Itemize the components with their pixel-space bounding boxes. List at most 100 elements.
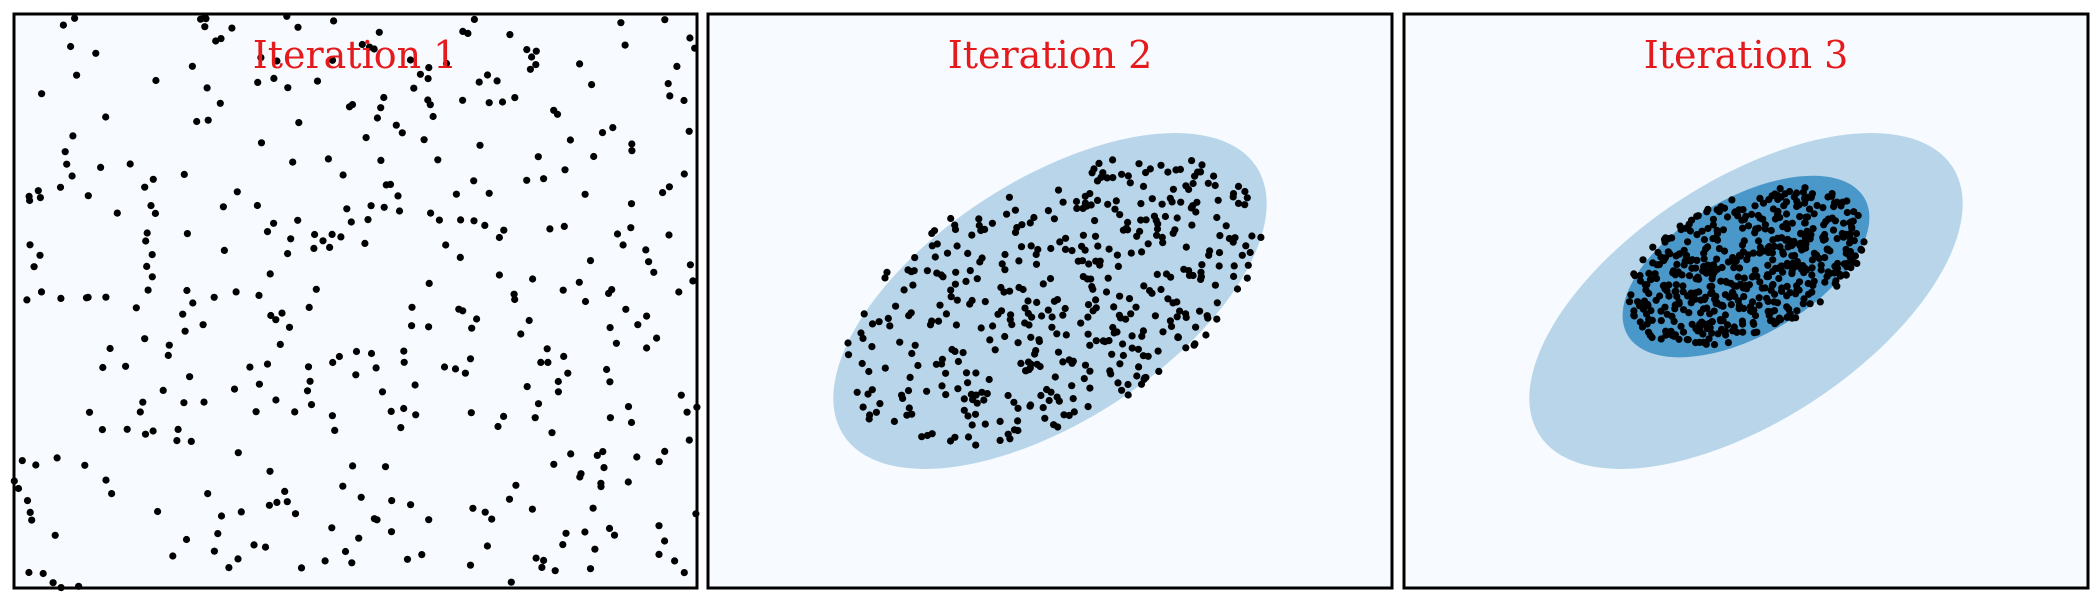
panel-2-point	[1204, 314, 1212, 322]
panel-1-point	[174, 425, 182, 433]
panel-2-point	[865, 367, 873, 376]
panel-3-point	[1793, 282, 1801, 290]
panel-3-point	[1783, 303, 1791, 311]
panel-1-point	[461, 369, 469, 377]
panel-3-point	[1657, 335, 1665, 343]
panel-1-point	[532, 47, 540, 55]
panel-3-point	[1761, 221, 1769, 229]
panel-1-point	[613, 230, 622, 238]
panel-3-point	[1648, 333, 1656, 342]
panel-2-point	[1006, 435, 1014, 443]
panel-1-point	[37, 288, 46, 296]
panel-2-point	[991, 346, 999, 354]
panel-1-point	[311, 230, 319, 239]
panel-3-point	[1691, 295, 1699, 303]
panel-2-point	[1150, 212, 1158, 220]
panel-2-title: Iteration 2	[948, 33, 1153, 77]
panel-3-point	[1806, 235, 1814, 243]
panel-3-point	[1788, 219, 1796, 227]
panel-2-point	[1086, 384, 1094, 392]
panel-1-point	[525, 316, 533, 325]
panel-1-point	[263, 360, 272, 368]
panel-1-point	[561, 166, 569, 174]
panel-1-point	[420, 136, 428, 144]
panel-2-point	[1079, 231, 1087, 239]
panel-3-point	[1774, 195, 1782, 203]
panel-1-point	[475, 78, 483, 86]
panel-2-point	[1248, 232, 1256, 240]
panel-2-point	[875, 318, 883, 326]
panel-1-point	[408, 322, 416, 330]
panel-1-point	[98, 426, 106, 434]
panel-1-point	[605, 524, 614, 533]
panel-2-point	[1187, 204, 1195, 212]
panel-2-point	[1103, 174, 1111, 182]
panel-2-point	[1185, 185, 1193, 193]
panel-1-point	[483, 542, 491, 550]
panel-3-point	[1769, 317, 1777, 325]
panel-1-point	[659, 189, 667, 197]
panel-3-point	[1770, 242, 1778, 251]
panel-1-point	[425, 323, 433, 331]
panel-2-point	[1015, 257, 1023, 265]
panel-2-point	[983, 390, 991, 398]
panel-1-point	[562, 529, 570, 537]
panel-2-point	[1022, 367, 1030, 375]
panel-3-point	[1770, 298, 1778, 306]
panel-1-point	[427, 209, 435, 217]
panel-3-point	[1843, 208, 1851, 217]
panel-2-point	[1095, 159, 1103, 167]
panel-1-point	[263, 228, 272, 236]
panel-1-point	[599, 448, 607, 456]
panel-1-point	[294, 216, 302, 224]
panel-2-point	[1117, 314, 1125, 322]
panel-2-point	[1167, 322, 1176, 330]
panel-1-point	[589, 504, 597, 512]
panel-1-point	[600, 464, 608, 472]
panel-3-point	[1763, 294, 1771, 302]
panel-2-point	[1215, 262, 1223, 270]
panel-2-point	[1091, 232, 1100, 240]
panel-1-point	[523, 383, 531, 391]
panel-2-point	[1061, 245, 1070, 253]
panel-3-point	[1655, 261, 1663, 269]
panel-1-point	[621, 41, 629, 49]
panel-1-point	[686, 34, 694, 42]
panel-2-point	[1124, 172, 1132, 180]
panel-3-point	[1842, 271, 1850, 279]
panel-2-point	[914, 361, 922, 370]
panel-2-point	[1155, 367, 1163, 375]
panel-2-point	[1213, 315, 1221, 323]
panel-3-point	[1790, 237, 1798, 245]
panel-1-point	[326, 243, 334, 251]
panel-1-point	[253, 201, 261, 210]
panel-1-point	[152, 76, 160, 85]
panel-1-point	[136, 408, 144, 416]
panel-2-point	[1109, 156, 1117, 164]
panel-2-point	[1102, 288, 1111, 296]
panel-2-point	[1024, 358, 1033, 366]
panel-2-point	[1006, 287, 1014, 295]
panel-2-point	[1215, 249, 1224, 257]
panel-3-point	[1648, 316, 1656, 324]
panel-2-point	[1092, 296, 1100, 304]
panel-3-point	[1821, 235, 1829, 243]
panel-3-point	[1789, 265, 1797, 273]
panel-3-point	[1806, 300, 1814, 308]
panel-3-point	[1817, 261, 1825, 269]
panel-1-point	[143, 229, 151, 237]
panel-1-point	[643, 344, 651, 352]
panel-2-point	[936, 301, 944, 309]
panel-3-point	[1677, 322, 1685, 330]
panel-2-point	[971, 410, 980, 418]
panel-3-point	[1739, 320, 1747, 328]
panel-2-point	[1081, 361, 1090, 369]
panel-1-point	[265, 501, 273, 509]
panel-1-point	[297, 564, 306, 572]
panel-2-point	[1077, 319, 1085, 327]
panel-1-point	[532, 61, 540, 69]
panel-1-point	[92, 49, 100, 57]
panel-2-point	[964, 249, 972, 257]
panel-2-point	[1054, 348, 1063, 356]
panel-2-point	[1234, 199, 1243, 207]
